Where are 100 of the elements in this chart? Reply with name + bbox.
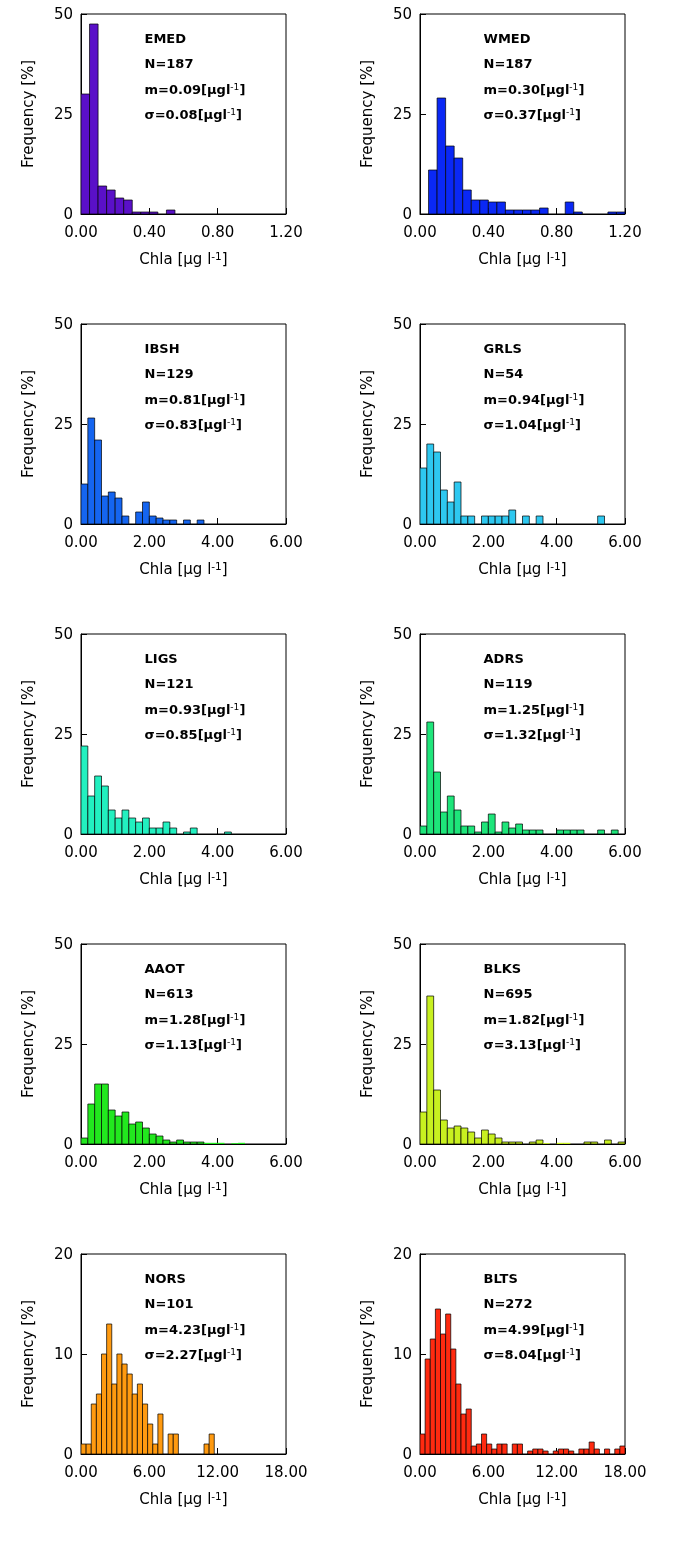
y-axis-title: Frequency [%]: [18, 369, 37, 479]
x-tick-label: 0.00: [64, 1152, 98, 1171]
annotation: GRLS: [483, 341, 522, 356]
annotation: N=187: [483, 56, 533, 71]
x-tick-label: 1.20: [608, 222, 642, 241]
y-tick-label: 0: [402, 205, 412, 223]
x-tick-label: 2.00: [471, 532, 506, 551]
x-tick-label: 0.40: [471, 222, 506, 241]
x-tick-label: 0.00: [403, 842, 437, 861]
x-tick-label: 4.00: [200, 842, 235, 861]
x-tick-label: 2.00: [471, 1152, 506, 1171]
annotation: N=695: [483, 986, 533, 1001]
x-tick-label: 6.00: [608, 1152, 642, 1171]
y-tick-label: 50: [392, 5, 412, 23]
y-tick-label: 0: [63, 1445, 73, 1463]
y-tick-label: 0: [63, 1135, 73, 1153]
y-tick-label: 50: [392, 625, 412, 643]
x-tick-label: 0.80: [539, 222, 574, 241]
x-tick-label: 6.00: [608, 532, 642, 551]
annotation: WMED: [483, 31, 531, 46]
annotation: N=613: [144, 986, 194, 1001]
y-axis-title: Frequency [%]: [357, 369, 376, 479]
y-tick-label: 50: [53, 935, 73, 953]
annotation: N=129: [144, 366, 194, 381]
x-tick-label: 2.00: [132, 842, 167, 861]
y-tick-label: 0: [63, 205, 73, 223]
x-tick-label: 0.00: [403, 1462, 437, 1481]
y-tick-label: 25: [392, 105, 412, 123]
x-tick-label: 6.00: [269, 532, 303, 551]
y-axis-title: Frequency [%]: [18, 989, 37, 1099]
annotation: EMED: [144, 31, 187, 46]
x-tick-label: 2.00: [471, 842, 506, 861]
y-tick-label: 25: [392, 415, 412, 433]
x-tick-label: 6.00: [608, 842, 642, 861]
y-tick-label: 0: [63, 515, 73, 533]
x-tick-label: 4.00: [200, 532, 235, 551]
y-tick-label: 25: [392, 1035, 412, 1053]
y-axis-title: Frequency [%]: [357, 59, 376, 169]
x-tick-label: 18.00: [264, 1462, 308, 1481]
y-tick-label: 0: [402, 515, 412, 533]
annotation: N=119: [483, 676, 533, 691]
y-tick-label: 25: [53, 1035, 73, 1053]
x-tick-label: 12.00: [196, 1462, 240, 1481]
y-tick-label: 25: [53, 725, 73, 743]
annotation: LIGS: [144, 651, 178, 666]
annotation: N=101: [144, 1296, 194, 1311]
y-tick-label: 10: [392, 1345, 412, 1363]
y-axis-title: Frequency [%]: [357, 1299, 376, 1409]
y-tick-label: 0: [402, 1445, 412, 1463]
x-tick-label: 6.00: [269, 1152, 303, 1171]
y-tick-label: 25: [53, 105, 73, 123]
x-tick-label: 6.00: [269, 842, 303, 861]
annotation: IBSH: [144, 341, 180, 356]
x-tick-label: 0.00: [403, 222, 437, 241]
y-axis-title: Frequency [%]: [18, 1299, 37, 1409]
y-tick-label: 0: [402, 825, 412, 843]
x-tick-label: 4.00: [539, 532, 574, 551]
annotation: N=187: [144, 56, 194, 71]
annotation: N=121: [144, 676, 194, 691]
annotation: BLTS: [483, 1271, 518, 1286]
x-tick-label: 0.80: [200, 222, 235, 241]
y-tick-label: 50: [53, 5, 73, 23]
y-tick-label: 10: [53, 1345, 73, 1363]
x-tick-label: 0.00: [64, 222, 98, 241]
x-tick-label: 2.00: [132, 1152, 167, 1171]
x-tick-label: 4.00: [539, 842, 574, 861]
annotation: NORS: [144, 1271, 186, 1286]
y-tick-label: 50: [392, 935, 412, 953]
x-tick-label: 18.00: [603, 1462, 647, 1481]
x-tick-label: 0.40: [132, 222, 167, 241]
x-tick-label: 0.00: [64, 532, 98, 551]
x-tick-label: 2.00: [132, 532, 167, 551]
y-tick-label: 50: [53, 625, 73, 643]
x-tick-label: 0.00: [64, 1462, 98, 1481]
x-tick-label: 6.00: [132, 1462, 167, 1481]
annotation: BLKS: [483, 961, 522, 976]
x-tick-label: 6.00: [471, 1462, 506, 1481]
y-tick-label: 25: [53, 415, 73, 433]
y-tick-label: 50: [53, 315, 73, 333]
x-tick-label: 0.00: [403, 1152, 437, 1171]
y-tick-label: 20: [53, 1245, 73, 1263]
y-tick-label: 50: [392, 315, 412, 333]
annotation: N=272: [483, 1296, 533, 1311]
y-axis-title: Frequency [%]: [18, 59, 37, 169]
y-axis-title: Frequency [%]: [357, 989, 376, 1099]
x-tick-label: 0.00: [403, 532, 437, 551]
annotation: ADRS: [483, 651, 524, 666]
x-tick-label: 12.00: [535, 1462, 579, 1481]
annotation: AAOT: [144, 961, 185, 976]
x-tick-label: 4.00: [200, 1152, 235, 1171]
x-tick-label: 0.00: [64, 842, 98, 861]
y-axis-title: Frequency [%]: [18, 679, 37, 789]
y-tick-label: 25: [392, 725, 412, 743]
x-tick-label: 4.00: [539, 1152, 574, 1171]
y-tick-label: 20: [392, 1245, 412, 1263]
x-tick-label: 1.20: [269, 222, 303, 241]
annotation: N=54: [483, 366, 524, 381]
y-tick-label: 0: [63, 825, 73, 843]
y-axis-title: Frequency [%]: [357, 679, 376, 789]
y-tick-label: 0: [402, 1135, 412, 1153]
